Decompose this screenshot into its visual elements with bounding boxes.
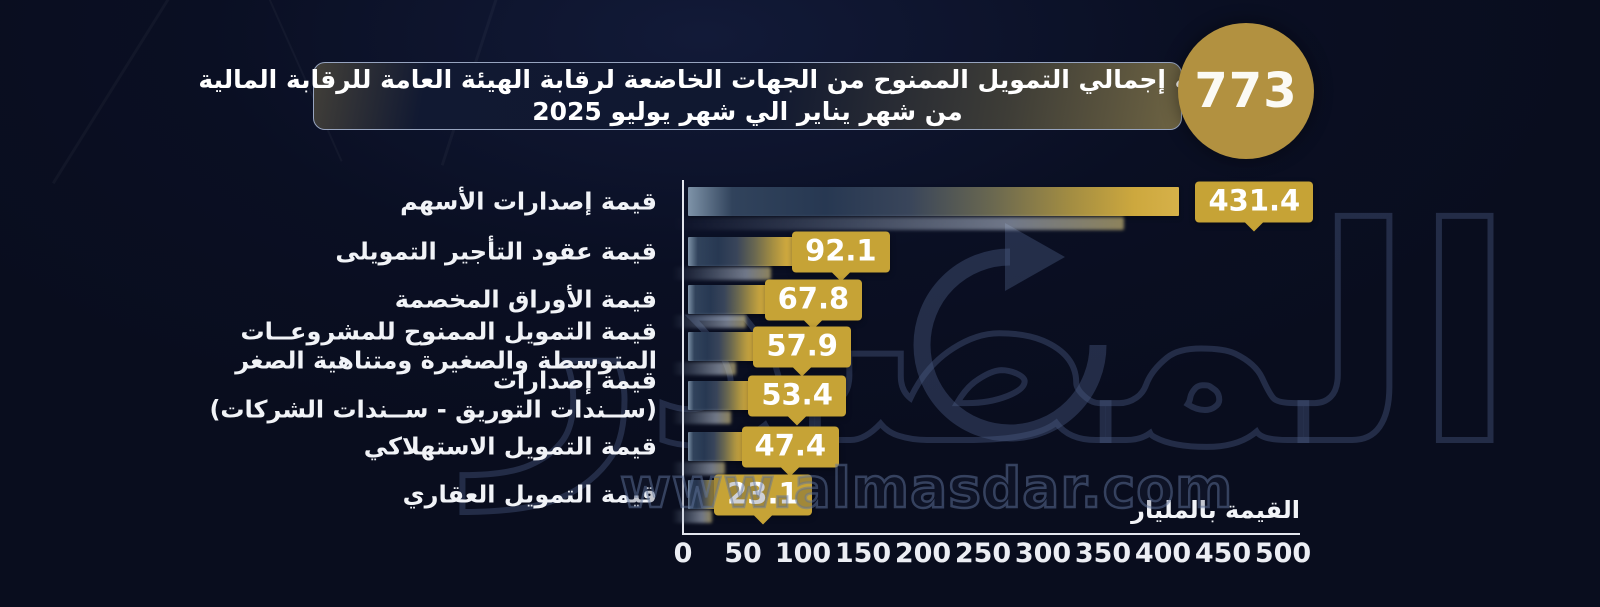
category-label: قيمة إصدارات (ســندات التوريق - ســندات ا… <box>209 367 657 426</box>
background-streak <box>52 0 171 184</box>
category-label-line: قيمة عقود التأجير التمويلى <box>335 237 657 266</box>
bar <box>688 285 769 314</box>
chart-title-box: مليار جنيه إجمالي التمويل الممنوح من الج… <box>198 62 1297 130</box>
x-tick-300: 300 <box>1014 538 1072 569</box>
circular-arrow-icon <box>913 248 1107 442</box>
value-label: 92.1 <box>792 231 890 273</box>
category-label-line: قيمة إصدارات <box>492 366 657 395</box>
x-tick-0: 0 <box>673 538 693 569</box>
bar <box>688 480 719 509</box>
category-label-line: المتوسطة والصغيرة ومتناهية الصغر <box>235 347 657 375</box>
x-tick-50: 50 <box>724 538 762 569</box>
x-tick-350: 350 <box>1074 538 1132 569</box>
category-label: قيمة عقود التأجير التمويلى <box>335 237 657 266</box>
x-tick-200: 200 <box>894 538 952 569</box>
x-tick-250: 250 <box>954 538 1012 569</box>
bar-reflection <box>672 411 732 424</box>
x-axis-line <box>682 533 1300 535</box>
value-label: 23.1 <box>714 474 812 516</box>
bar-reflection <box>672 217 1125 230</box>
x-tick-500: 500 <box>1254 538 1312 569</box>
bar <box>688 432 746 461</box>
bar <box>688 381 753 410</box>
category-label-line: قيمة إصدارات الأسهم <box>400 187 657 216</box>
x-tick-150: 150 <box>834 538 892 569</box>
category-label-line: (ســندات التوريق - ســندات الشركات) <box>209 396 657 424</box>
category-label-line: قيمة التمويل العقاري <box>402 480 657 509</box>
category-label: قيمة التمويل الاستهلاكي <box>364 432 657 461</box>
chart-title-line-2: من شهر يناير الي شهر يوليو 2025 <box>532 97 963 126</box>
total-value: 773 <box>1194 63 1298 119</box>
value-label: 53.4 <box>748 375 846 417</box>
category-label-line: قيمة التمويل الاستهلاكي <box>363 432 657 461</box>
bar <box>688 332 758 361</box>
bar <box>688 237 797 266</box>
value-label: 67.8 <box>764 279 863 321</box>
category-label-line: قيمة الأوراق المخصمة <box>394 285 657 314</box>
x-axis-title: القيمة بالمليار <box>1131 496 1300 524</box>
total-value-badge: 773 <box>1178 23 1314 159</box>
category-label: قيمة إصدارات الأسهم <box>400 187 657 216</box>
bar-reflection <box>672 267 772 280</box>
bar-reflection <box>672 362 736 375</box>
x-tick-400: 400 <box>1134 538 1192 569</box>
x-tick-100: 100 <box>774 538 832 569</box>
value-label: 431.4 <box>1195 181 1314 223</box>
chart-title-line-1: مليار جنيه إجمالي التمويل الممنوح من الج… <box>198 64 1297 94</box>
y-axis-line <box>682 180 684 534</box>
category-label-line: قيمة التمويل الممنوح للمشروعــات <box>240 317 657 346</box>
category-label: قيمة الأوراق المخصمة <box>395 285 657 314</box>
x-tick-450: 450 <box>1194 538 1252 569</box>
arrowhead-icon <box>1005 223 1065 291</box>
bar-reflection <box>672 315 747 328</box>
value-label: 57.9 <box>753 326 851 368</box>
bar-reflection <box>672 510 712 523</box>
category-label: قيمة التمويل الممنوح للمشروعــات المتوسطة… <box>235 318 657 377</box>
bar-reflection <box>672 462 725 475</box>
category-label: قيمة التمويل العقاري <box>403 480 657 509</box>
value-label: 47.4 <box>741 426 840 468</box>
bar <box>688 187 1180 216</box>
